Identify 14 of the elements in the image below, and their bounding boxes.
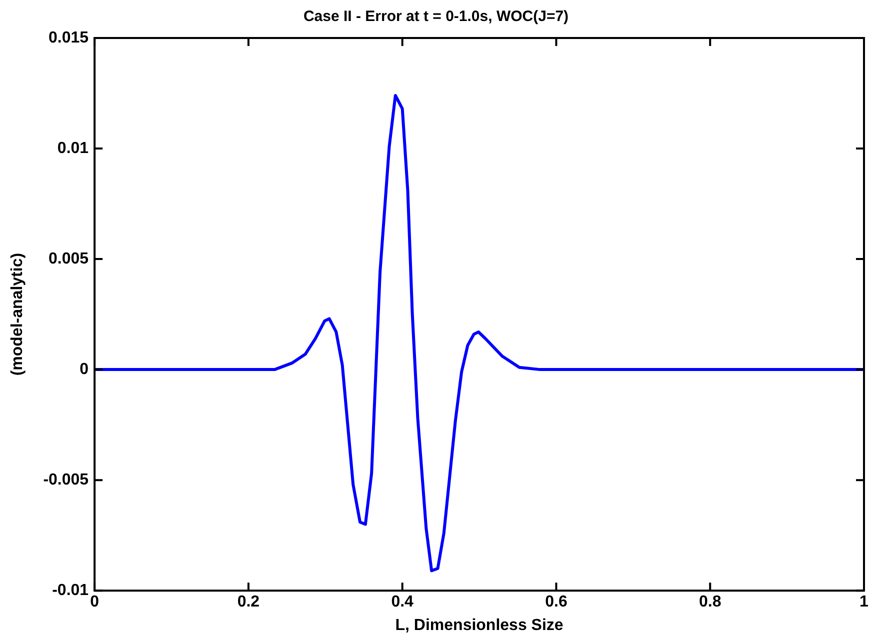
y-tick-label: 0 [80,360,89,378]
x-tick-label: 0.2 [237,594,260,611]
y-tick-label: -0.005 [43,471,89,488]
y-axis-title: (model-analytic) [9,252,26,376]
x-tick-label: 1 [860,594,869,611]
x-axis-title: L, Dimensionless Size [395,616,564,634]
y-tick-label: 0.015 [48,29,89,46]
x-tick-label: 0.8 [698,594,722,611]
y-tick-label: -0.01 [52,582,89,600]
x-tick-label: 0.4 [391,594,414,611]
x-tick-label: 0.6 [545,594,568,611]
y-tick-label: 0.01 [57,140,89,157]
y-tick-label: 0.005 [48,250,89,268]
chart-title: Case II - Error at t = 0-1.0s, WOC(J=7) [303,8,569,26]
